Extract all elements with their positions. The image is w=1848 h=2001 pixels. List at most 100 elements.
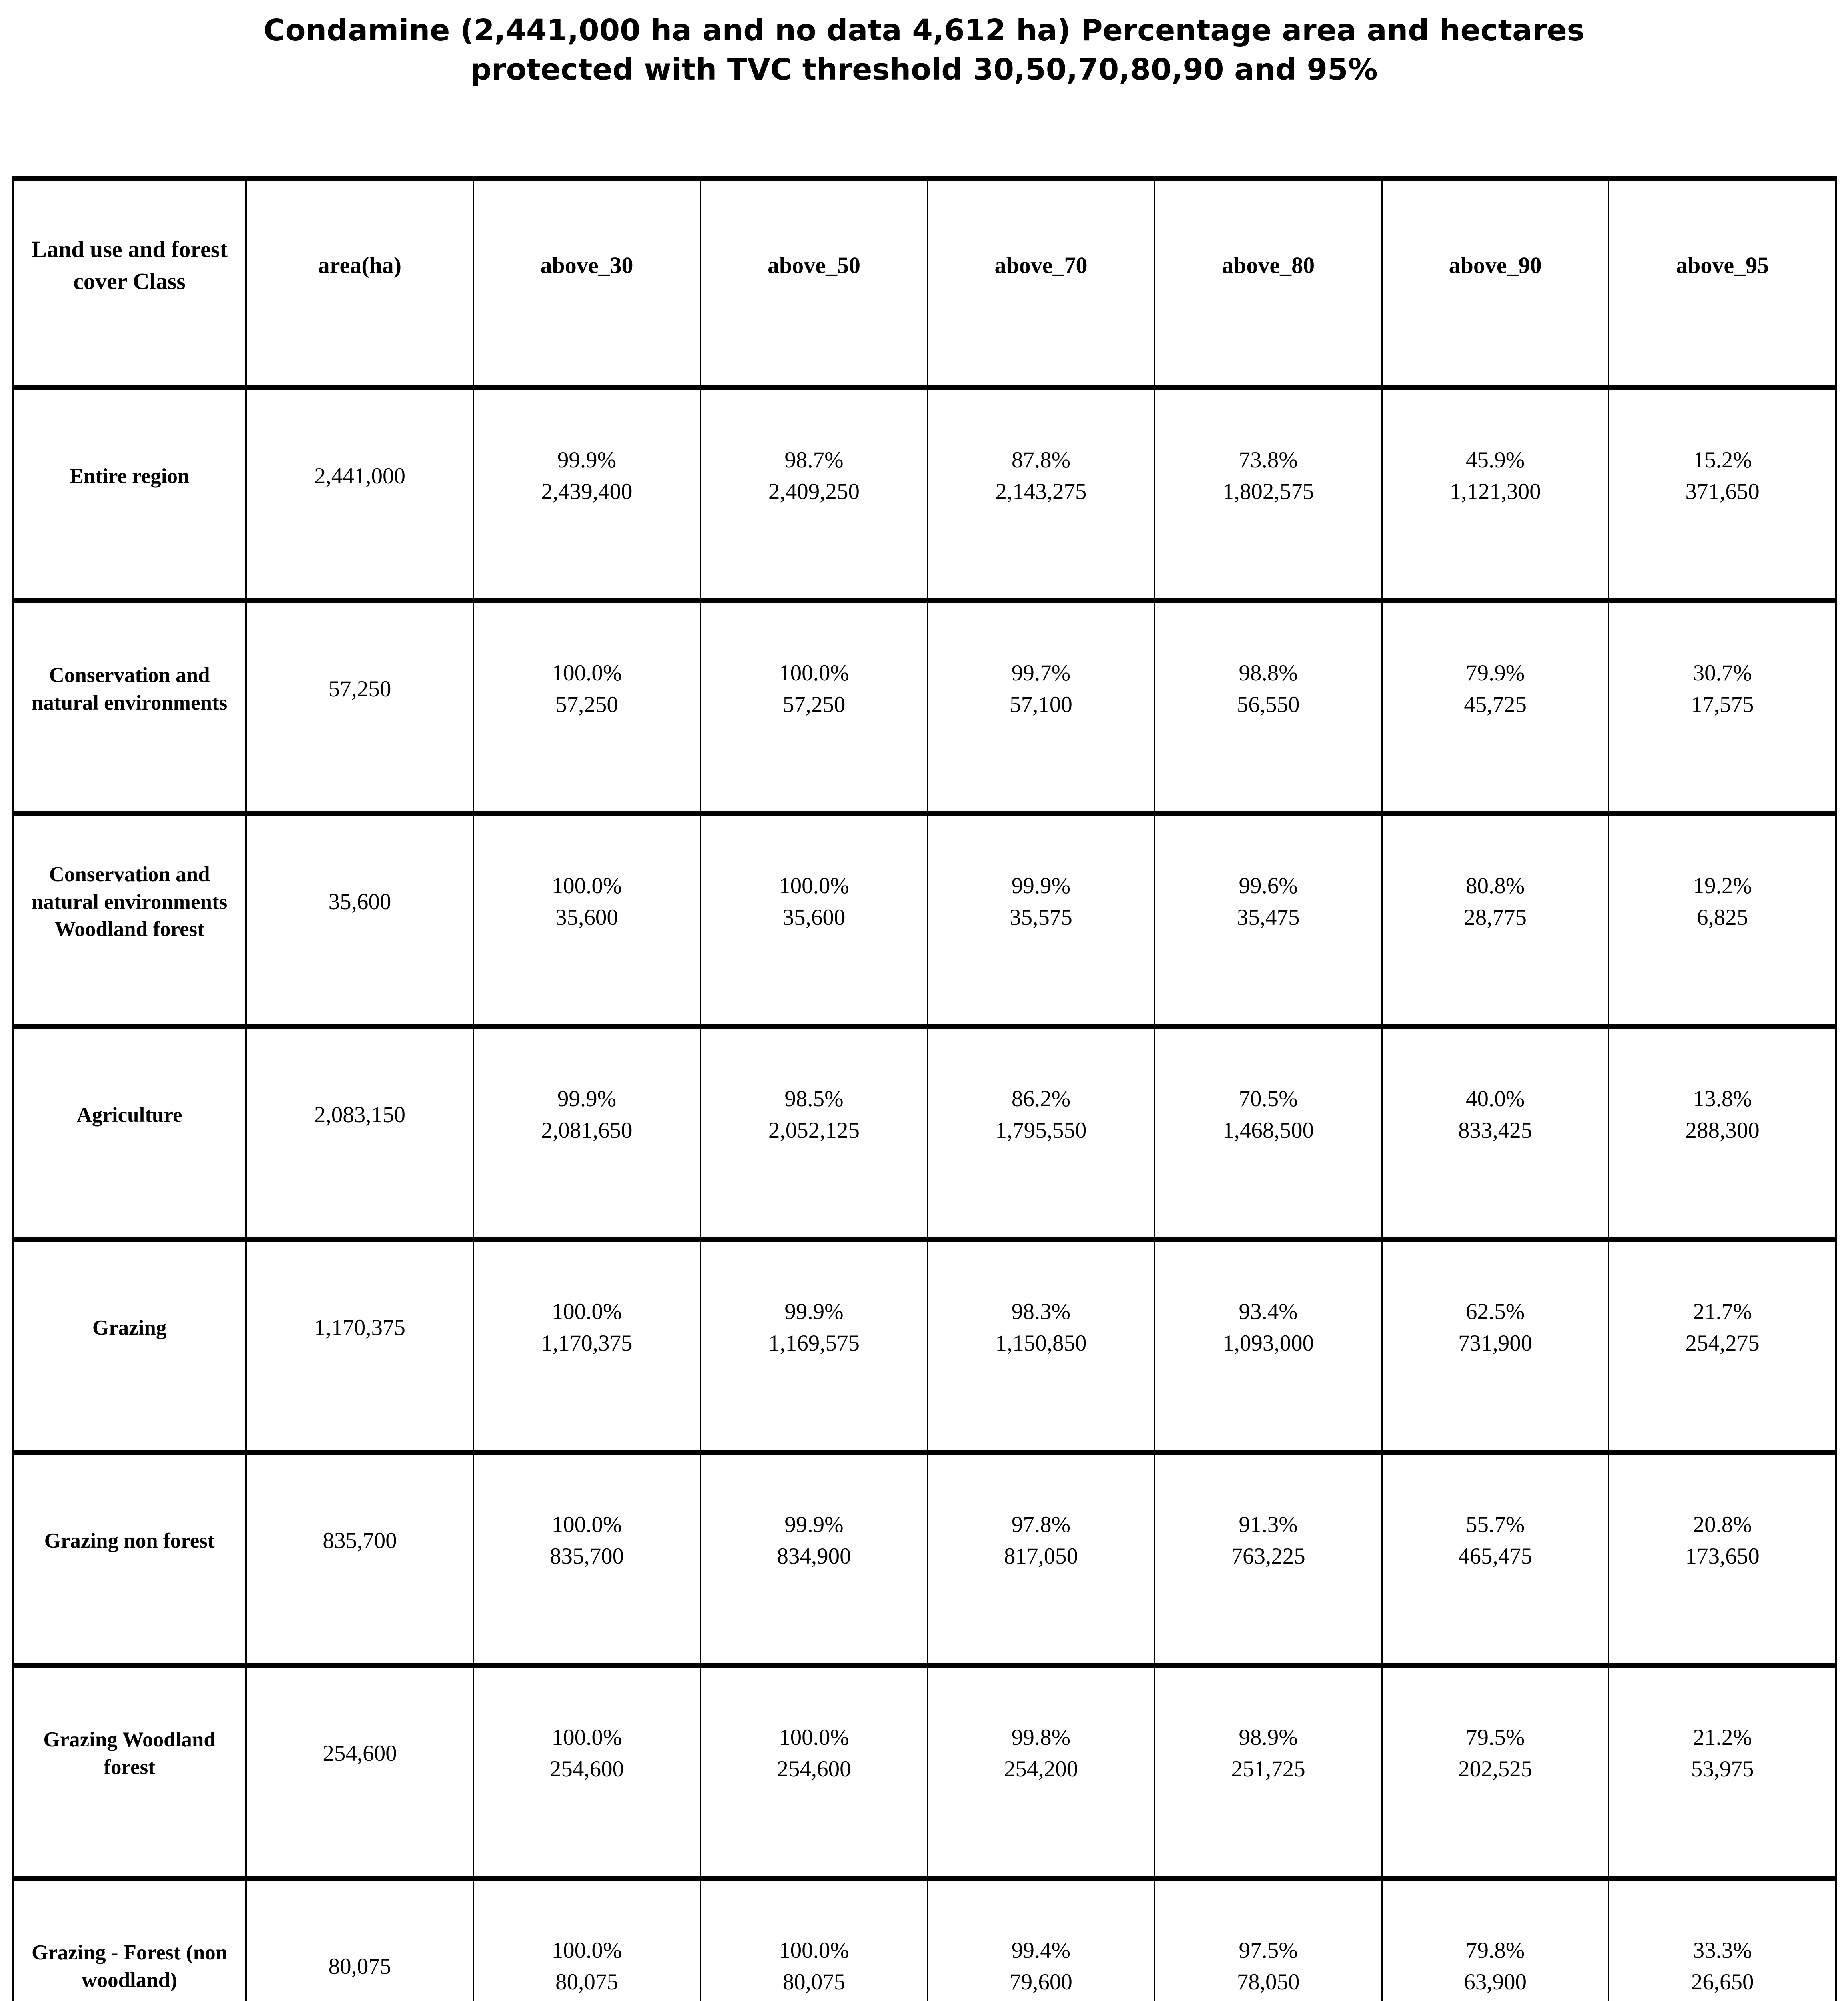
area-ha-value: 254,600 [245, 1663, 474, 1881]
percent-value: 99.7% [1011, 660, 1071, 686]
threshold-cell: 55.7% 465,475 [1381, 1450, 1610, 1668]
percent-value: 55.7% [1465, 1512, 1525, 1538]
threshold-cell: 79.8% 63,900 [1381, 1876, 1610, 2001]
threshold-cell: 99.9% 2,439,400 [472, 385, 702, 603]
percent-value: 73.8% [1239, 447, 1298, 473]
threshold-cell: 30.7% 17,575 [1608, 598, 1837, 816]
land-use-class-label: Grazing Woodland forest [12, 1663, 247, 1881]
percent-value: 98.8% [1239, 660, 1298, 686]
threshold-cell: 100.0% 835,700 [472, 1450, 702, 1668]
percent-value: 99.9% [557, 447, 617, 473]
hectares-value: 56,550 [1237, 692, 1300, 717]
percent-value: 100.0% [551, 1725, 622, 1750]
percent-value: 86.2% [1011, 1086, 1071, 1112]
percent-value: 45.9% [1465, 447, 1525, 473]
percent-value: 91.3% [1239, 1512, 1298, 1538]
threshold-cell: 99.6% 35,475 [1154, 811, 1383, 1029]
threshold-cell: 97.8% 817,050 [926, 1450, 1156, 1668]
hectares-value: 2,052,125 [768, 1118, 860, 1143]
threshold-cell: 91.3% 763,225 [1154, 1450, 1383, 1668]
land-use-class-label: Conservation and natural environments [12, 598, 247, 816]
hectares-value: 80,075 [555, 1969, 618, 1995]
percent-value: 30.7% [1693, 660, 1752, 686]
hectares-value: 53,975 [1691, 1756, 1754, 1782]
hectares-value: 1,468,500 [1223, 1118, 1314, 1143]
threshold-cell: 87.8% 2,143,275 [926, 385, 1156, 603]
hectares-value: 254,200 [1004, 1756, 1078, 1782]
threshold-cell: 33.3% 26,650 [1608, 1876, 1837, 2001]
percent-value: 99.9% [784, 1299, 844, 1325]
threshold-cell: 100.0% 80,075 [472, 1876, 702, 2001]
hectares-value: 57,100 [1010, 692, 1072, 717]
hectares-value: 173,650 [1685, 1544, 1760, 1569]
threshold-cell: 93.4% 1,093,000 [1154, 1237, 1383, 1455]
threshold-cell: 62.5% 731,900 [1381, 1237, 1610, 1455]
header-above-90: above_90 [1381, 176, 1610, 390]
hectares-value: 45,725 [1464, 692, 1527, 717]
hectares-value: 57,250 [555, 692, 618, 717]
percent-value: 99.9% [1011, 873, 1071, 899]
threshold-cell: 70.5% 1,468,500 [1154, 1024, 1383, 1242]
percent-value: 80.8% [1465, 873, 1525, 899]
percent-value: 100.0% [551, 1938, 622, 1963]
threshold-cell: 20.8% 173,650 [1608, 1450, 1837, 1668]
threshold-cell: 99.7% 57,100 [926, 598, 1156, 816]
threshold-cell: 13.8% 288,300 [1608, 1024, 1837, 1242]
header-above-50: above_50 [700, 176, 928, 390]
threshold-cell: 99.9% 834,900 [700, 1450, 928, 1668]
table-row: Grazing non forest 835,700 100.0% 835,700 99… [12, 1450, 1837, 1668]
table-header-row: Land use and forest cover Class area(ha)… [12, 176, 1837, 390]
table-row: Grazing 1,170,375 100.0% 1,170,375 99.9% 1,16… [12, 1237, 1837, 1455]
area-ha-value: 1,170,375 [245, 1237, 474, 1455]
hectares-value: 371,650 [1685, 479, 1760, 504]
table-row: Grazing - Forest (non woodland) 80,075 100… [12, 1876, 1837, 2001]
hectares-value: 288,300 [1685, 1118, 1760, 1143]
percent-value: 99.9% [557, 1086, 617, 1112]
percent-value: 21.7% [1693, 1299, 1752, 1325]
threshold-cell: 99.9% 35,575 [926, 811, 1156, 1029]
hectares-value: 1,093,000 [1223, 1331, 1314, 1356]
threshold-cell: 98.5% 2,052,125 [700, 1024, 928, 1242]
threshold-cell: 15.2% 371,650 [1608, 385, 1837, 603]
area-ha-value: 2,441,000 [245, 385, 474, 603]
hectares-value: 28,775 [1464, 905, 1527, 930]
hectares-value: 63,900 [1464, 1969, 1527, 1995]
percent-value: 70.5% [1239, 1086, 1298, 1112]
hectares-value: 79,600 [1010, 1969, 1072, 1995]
percent-value: 99.8% [1011, 1725, 1071, 1750]
hectares-value: 35,575 [1010, 905, 1072, 930]
percent-value: 62.5% [1465, 1299, 1525, 1325]
percent-value: 21.2% [1693, 1725, 1752, 1750]
percent-value: 100.0% [779, 873, 849, 899]
percent-value: 100.0% [779, 660, 849, 686]
threshold-cell: 45.9% 1,121,300 [1381, 385, 1610, 603]
percent-value: 100.0% [551, 873, 622, 899]
hectares-value: 6,825 [1697, 905, 1748, 930]
percent-value: 100.0% [551, 1512, 622, 1538]
threshold-cell: 73.8% 1,802,575 [1154, 385, 1383, 603]
hectares-value: 2,439,400 [541, 479, 633, 504]
threshold-cell: 100.0% 35,600 [472, 811, 702, 1029]
hectares-value: 1,121,300 [1449, 479, 1541, 504]
threshold-cell: 98.3% 1,150,850 [926, 1237, 1156, 1455]
hectares-value: 1,150,850 [995, 1331, 1087, 1356]
area-ha-value: 2,083,150 [245, 1024, 474, 1242]
hectares-value: 731,900 [1458, 1331, 1533, 1356]
threshold-cell: 100.0% 57,250 [700, 598, 928, 816]
hectares-value: 1,170,375 [541, 1331, 633, 1356]
threshold-cell: 21.7% 254,275 [1608, 1237, 1837, 1455]
percent-value: 79.9% [1465, 660, 1525, 686]
hectares-value: 817,050 [1004, 1544, 1078, 1569]
table-row: Conservation and natural environments Wo… [12, 811, 1837, 1029]
hectares-value: 35,600 [555, 905, 618, 930]
table-body: Entire region 2,441,000 99.9% 2,439,400 98.7… [12, 385, 1837, 2001]
threshold-cell: 79.5% 202,525 [1381, 1663, 1610, 1881]
threshold-cell: 99.9% 1,169,575 [700, 1237, 928, 1455]
hectares-value: 465,475 [1458, 1544, 1533, 1569]
hectares-value: 17,575 [1691, 692, 1754, 717]
area-ha-value: 57,250 [245, 598, 474, 816]
area-ha-value: 835,700 [245, 1450, 474, 1668]
hectares-value: 763,225 [1231, 1544, 1305, 1569]
threshold-cell: 97.5% 78,050 [1154, 1876, 1383, 2001]
hectares-value: 78,050 [1237, 1969, 1300, 1995]
